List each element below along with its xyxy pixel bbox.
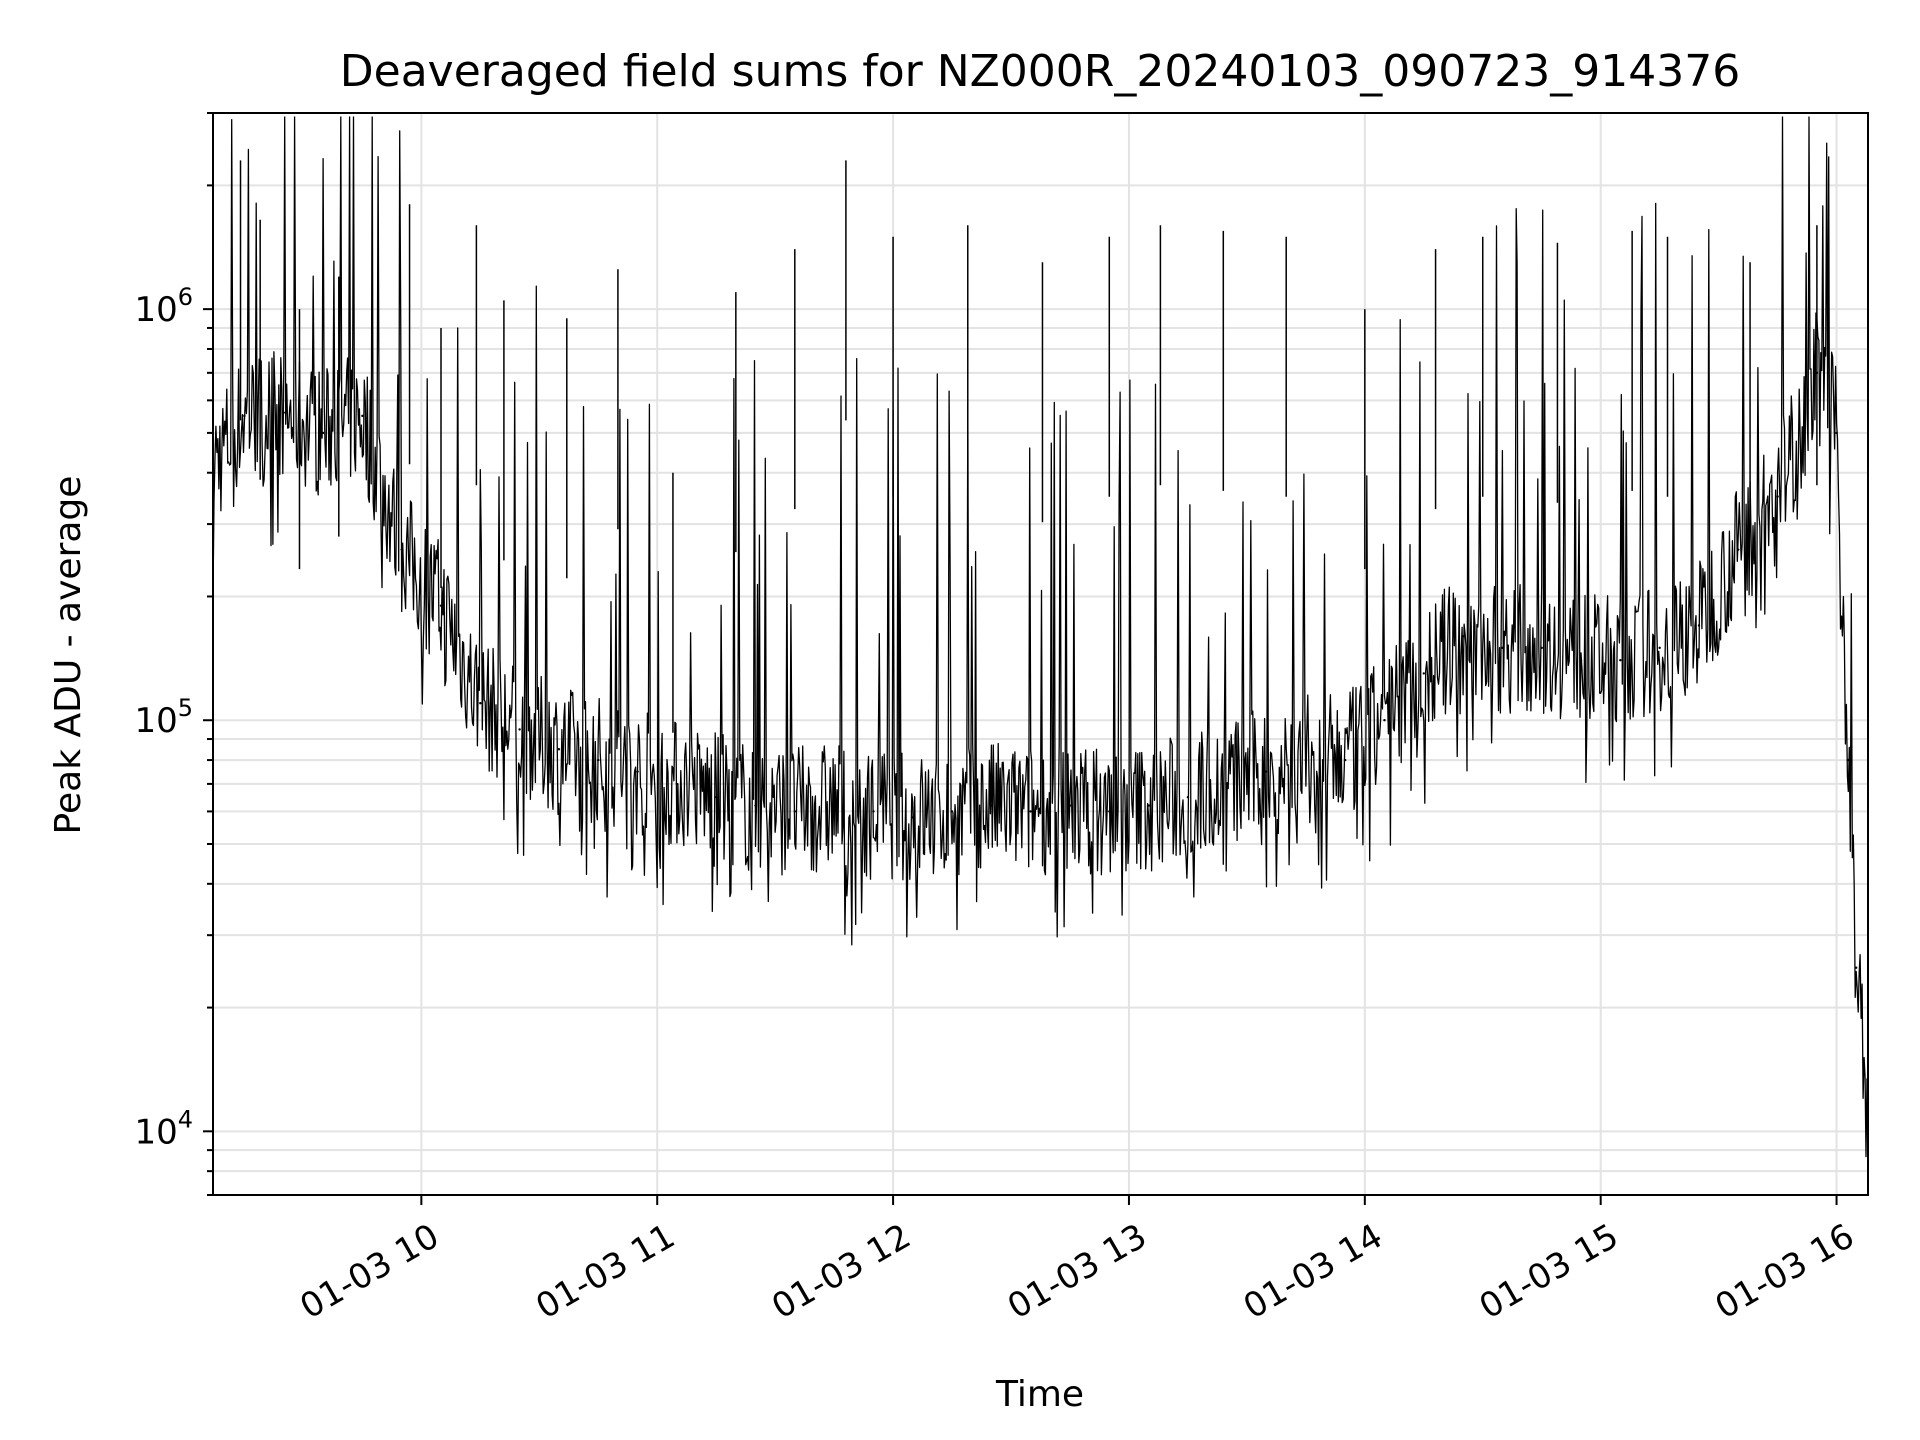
data-point (1304, 758, 1308, 762)
data-point (1619, 658, 1622, 662)
data-point (1265, 770, 1268, 773)
data-point (1540, 646, 1543, 650)
data-point (990, 804, 993, 807)
plot-frame (212, 112, 1869, 1196)
data-point (597, 758, 600, 762)
data-point (439, 604, 443, 607)
y-tick-label: 105 (134, 694, 193, 741)
data-point (557, 748, 561, 751)
data-point (675, 782, 679, 786)
y-tick-label: 106 (134, 283, 193, 330)
data-point (1147, 804, 1150, 807)
data-point (714, 795, 718, 799)
data-point (1501, 646, 1504, 650)
data-point (1697, 624, 1701, 627)
data-point (1029, 810, 1032, 813)
data-point (243, 414, 246, 418)
data-point (1776, 495, 1779, 498)
data-point (1422, 672, 1425, 675)
data-point (321, 431, 325, 435)
data-point (1108, 810, 1111, 813)
data-point (754, 804, 757, 807)
data-point (1186, 795, 1190, 799)
y-tick-label: 104 (134, 1105, 193, 1152)
data-point (832, 804, 836, 807)
data-point (793, 810, 797, 813)
data-point (361, 414, 364, 418)
data-point (282, 411, 285, 414)
y-tick-base: 10 (134, 290, 177, 330)
data-series-line (212, 116, 1869, 1158)
data-layer (211, 116, 1870, 1158)
data-point (636, 770, 639, 773)
y-tick-exponent: 5 (178, 694, 193, 722)
data-point (1343, 758, 1347, 762)
data-point (518, 728, 521, 731)
y-tick-base: 10 (134, 701, 177, 741)
y-tick-base: 10 (134, 1112, 177, 1152)
chart-title: Deaveraged field sums for NZ000R_2024010… (340, 46, 1740, 97)
data-point (1383, 719, 1386, 722)
x-axis-label: Time (995, 1374, 1084, 1415)
y-tick-exponent: 6 (178, 283, 193, 311)
data-point (1579, 658, 1583, 662)
data-point (1855, 966, 1858, 969)
data-point (1068, 804, 1072, 807)
data-point (1461, 635, 1465, 638)
data-point (1658, 646, 1661, 650)
data-point (1835, 431, 1838, 435)
data-point (400, 548, 403, 551)
data-point (1226, 782, 1229, 786)
y-axis-label: Peak ADU - average (48, 476, 89, 835)
data-point (1737, 548, 1740, 551)
data-point (479, 702, 482, 705)
y-tick-exponent: 4 (178, 1105, 193, 1133)
data-point (911, 816, 914, 819)
data-point (1847, 758, 1850, 762)
data-point (872, 810, 875, 813)
data-point (950, 810, 954, 813)
